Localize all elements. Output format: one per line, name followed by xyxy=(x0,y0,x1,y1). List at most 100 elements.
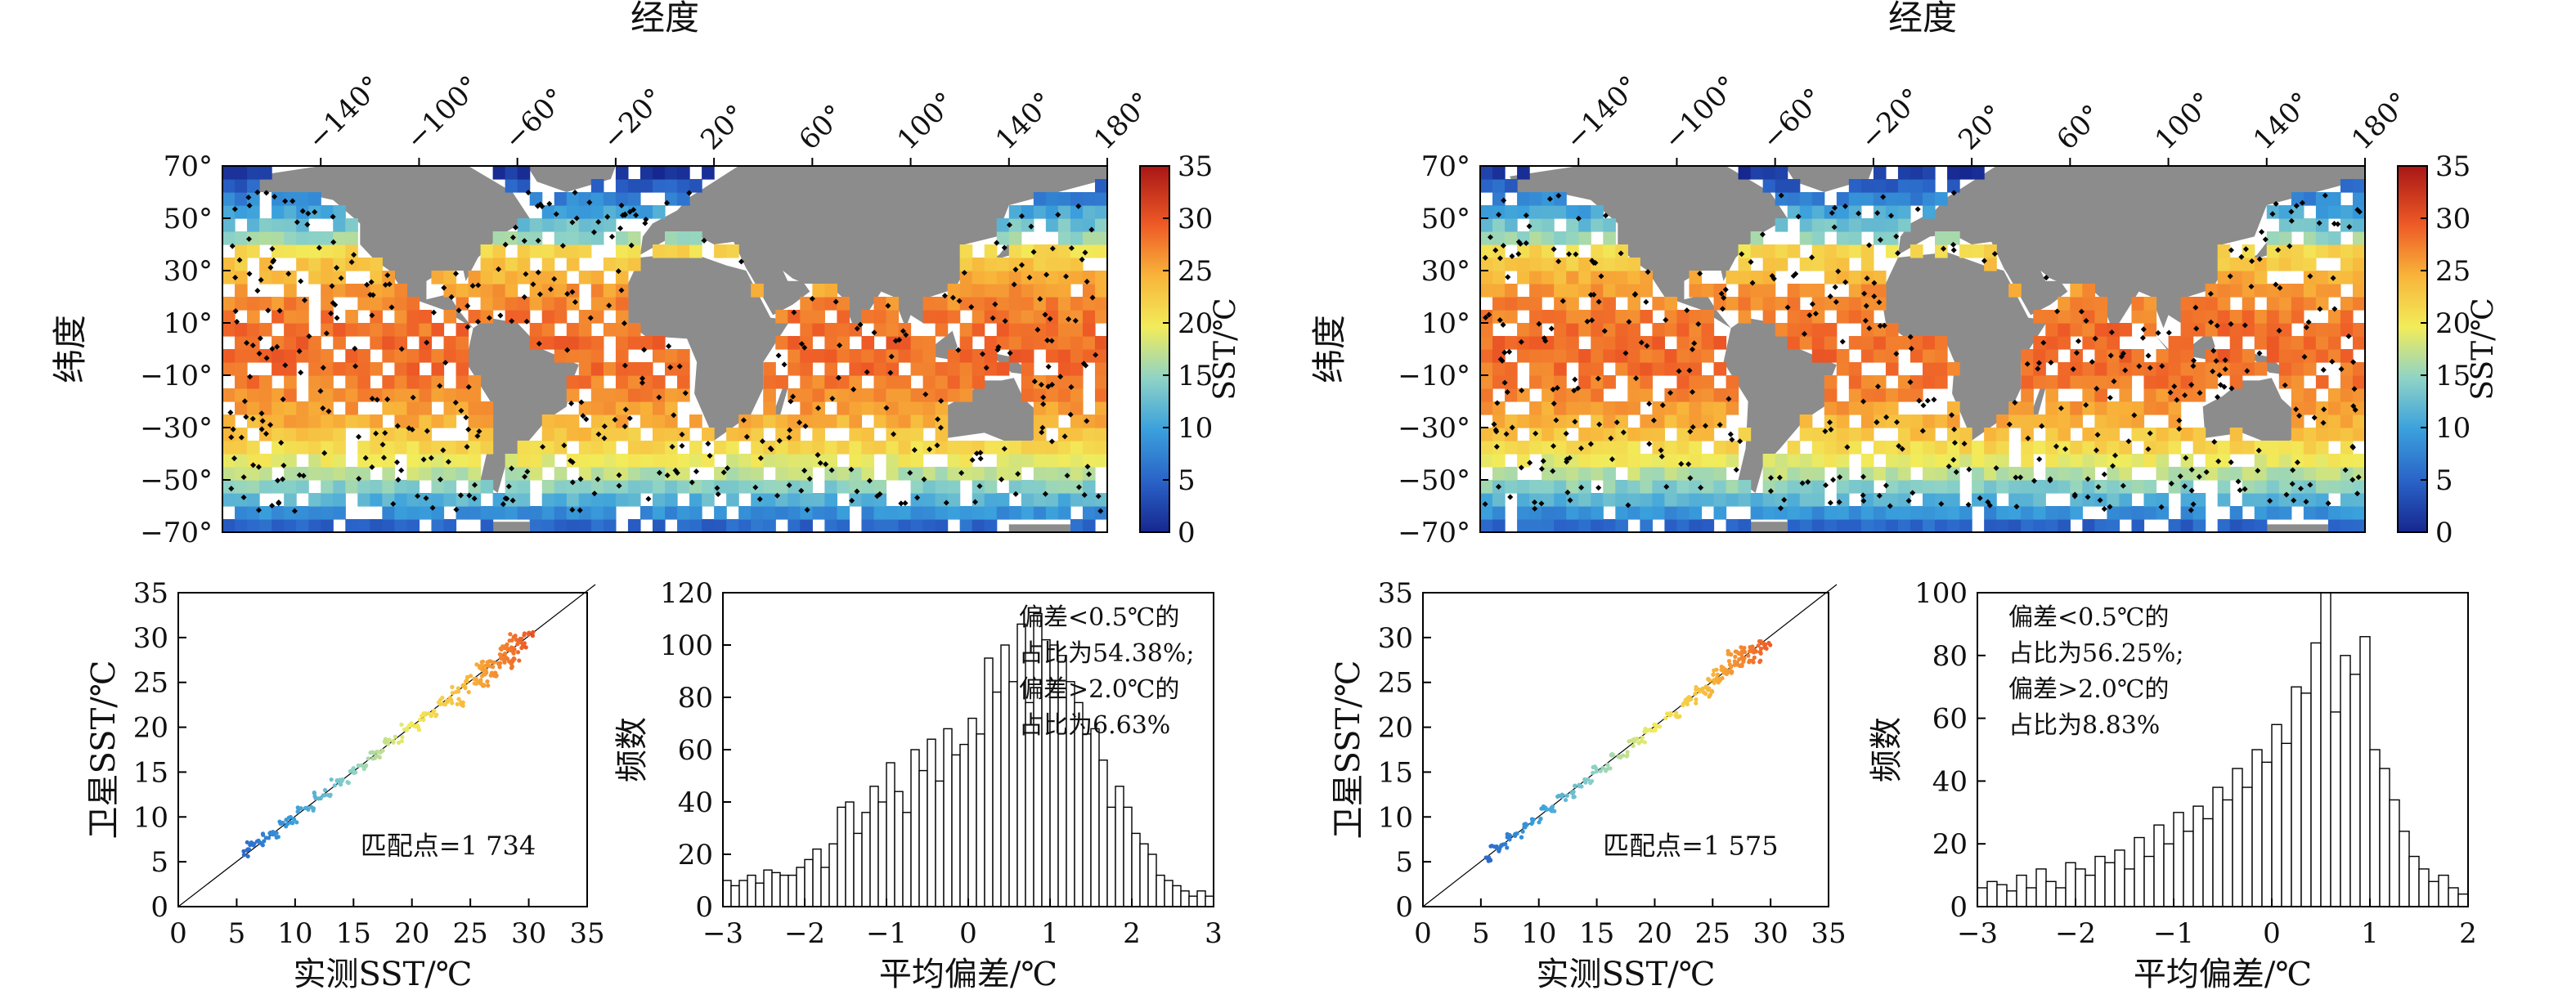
matchup-point xyxy=(249,342,256,349)
matchup-point xyxy=(547,286,554,293)
sst-cell xyxy=(1972,480,1985,494)
sst-cell xyxy=(247,414,260,428)
matchup-point xyxy=(616,472,622,478)
sst-cell xyxy=(873,388,887,402)
sst-cell xyxy=(2254,362,2268,376)
histogram-bars xyxy=(722,612,1214,907)
sst-cell xyxy=(886,323,900,337)
scatter-point xyxy=(298,806,303,811)
sst-cell xyxy=(1542,284,1555,298)
sst-cell xyxy=(247,231,260,245)
sst-cell xyxy=(406,362,420,376)
sst-cell xyxy=(1578,467,1591,481)
sst-cell xyxy=(1045,441,1059,455)
sst-cell xyxy=(235,231,248,245)
sst-cell xyxy=(2045,480,2058,494)
sst-cell xyxy=(259,454,272,468)
sst-cell xyxy=(1848,179,1862,193)
matchup-point xyxy=(280,476,286,482)
sst-cell xyxy=(627,519,641,533)
histogram-bar xyxy=(1115,786,1124,907)
scatter-point xyxy=(1715,672,1721,677)
sst-cell xyxy=(1824,375,1838,389)
sst-cell xyxy=(1094,349,1108,363)
sst-cell xyxy=(726,480,739,494)
scatter-point xyxy=(1726,659,1732,664)
sst-cell xyxy=(406,519,420,533)
sst-cell xyxy=(1923,519,1936,533)
sst-cell xyxy=(2180,519,2194,533)
sst-cell xyxy=(886,388,900,402)
scatter-point xyxy=(256,838,261,843)
sst-cell xyxy=(1554,454,1567,468)
sst-cell xyxy=(1021,284,1034,298)
matchup-point xyxy=(232,274,239,281)
sst-cell xyxy=(1480,441,1493,455)
sst-cell xyxy=(1885,441,1899,455)
sst-cell xyxy=(1811,297,1825,311)
scatter-point xyxy=(245,848,249,853)
sst-cell xyxy=(566,231,580,245)
sst-cell xyxy=(1726,297,1739,311)
sst-cell xyxy=(578,231,592,245)
colorbar xyxy=(2397,165,2428,533)
scatter-point xyxy=(469,674,473,679)
matchup-point xyxy=(464,302,471,309)
matchup-point xyxy=(693,468,699,475)
sst-cell xyxy=(1972,454,1985,468)
sst-cell xyxy=(689,179,702,193)
sst-cell xyxy=(1652,467,1666,481)
sst-cell xyxy=(554,231,568,245)
sst-cell xyxy=(603,323,617,337)
sst-cell xyxy=(1713,388,1727,402)
sst-cell xyxy=(886,454,900,468)
sst-cell xyxy=(566,480,580,494)
matchup-point xyxy=(445,459,451,465)
sst-cell xyxy=(2119,401,2133,415)
matchup-point xyxy=(802,423,809,429)
sst-cell xyxy=(812,414,825,428)
bias-annotation-line: 占比为8.83% xyxy=(2008,711,2160,740)
sst-cell xyxy=(996,493,1010,507)
scatter-point xyxy=(455,701,460,706)
y-tick-label: 40 xyxy=(1932,765,1968,798)
sst-cell xyxy=(247,480,260,494)
sst-cell xyxy=(1701,493,1715,507)
sst-cell xyxy=(2327,506,2341,520)
sst-cell xyxy=(1787,441,1801,455)
sst-cell xyxy=(554,506,568,520)
sst-cell xyxy=(1554,310,1567,324)
sst-cell xyxy=(1529,349,1542,363)
scatter-point xyxy=(460,703,465,708)
sst-cell xyxy=(922,349,936,363)
sst-cell xyxy=(1070,323,1084,337)
sst-cell xyxy=(1591,454,1604,468)
sst-cell xyxy=(2327,519,2341,533)
sst-cell xyxy=(1775,244,1788,258)
x-tick-label: −2 xyxy=(2055,917,2096,950)
sst-cell xyxy=(861,441,875,455)
sst-cell xyxy=(1836,258,1850,271)
sst-cell xyxy=(2021,414,2034,428)
x-tick-label: 30 xyxy=(511,917,546,950)
sst-cell xyxy=(1640,375,1653,389)
histogram-bar xyxy=(1090,728,1100,907)
sst-cell xyxy=(2045,375,2058,389)
scatter-point xyxy=(1594,769,1599,774)
sst-cell xyxy=(1591,493,1604,507)
sst-cell xyxy=(1542,231,1555,245)
sst-cell xyxy=(922,336,936,350)
matchup-point xyxy=(828,467,835,473)
sst-cell xyxy=(800,388,813,402)
sst-cell xyxy=(1492,375,1506,389)
histogram-bar xyxy=(2399,831,2410,907)
sst-cell xyxy=(1566,349,1579,363)
matchup-point xyxy=(227,410,234,416)
matchup-point xyxy=(474,432,481,439)
matchup-point xyxy=(236,257,243,263)
sst-cell xyxy=(652,428,666,441)
sst-cell xyxy=(2242,310,2255,324)
histogram-bar xyxy=(755,882,765,907)
sst-cell xyxy=(1664,493,1678,507)
sst-cell xyxy=(1094,192,1108,206)
